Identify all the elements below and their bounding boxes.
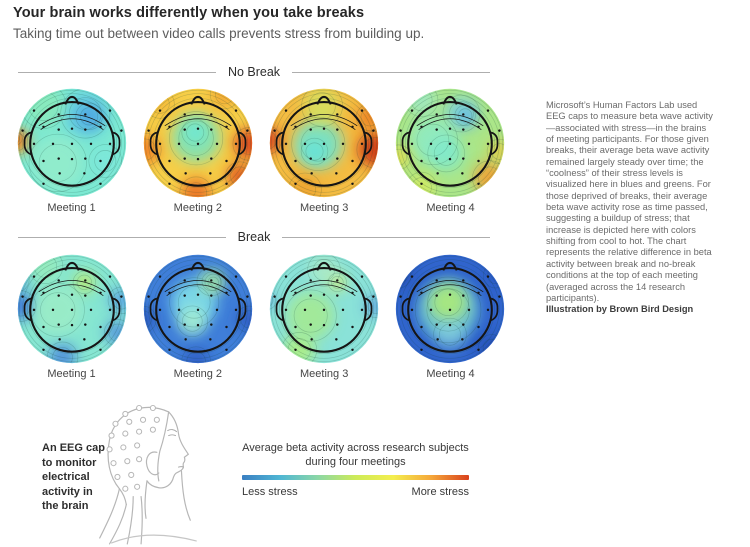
section-label: Break — [237, 230, 271, 244]
eeg-topographic-map — [143, 88, 252, 198]
divider-line — [282, 236, 490, 238]
meeting-cell: Meeting 4 — [391, 85, 510, 214]
eeg-cap-caption: An EEG cap to monitor electrical activit… — [42, 441, 116, 514]
eeg-topographic-map — [143, 254, 252, 364]
sidebar-body-text: Microsoft’s Human Factors Lab used EEG c… — [546, 100, 713, 303]
caption-line: to monitor — [42, 456, 97, 469]
meeting-cell: Meeting 4 — [391, 251, 510, 380]
legend-title-line1: Average beta activity across research su… — [242, 442, 469, 454]
section-label: No Break — [227, 65, 281, 79]
caption-line: the brain — [42, 500, 89, 512]
eeg-topographic-map — [396, 88, 505, 198]
eeg-topographic-map — [270, 254, 379, 364]
legend-min-label: Less stress — [242, 486, 298, 498]
divider-line — [18, 236, 226, 238]
meeting-label: Meeting 4 — [426, 368, 475, 380]
meeting-cell: Meeting 1 — [12, 85, 131, 214]
meeting-label: Meeting 3 — [300, 202, 349, 214]
section-header-no-break: No Break — [18, 64, 491, 80]
meeting-label: Meeting 2 — [173, 368, 222, 380]
break-row: Meeting 1 Meeting 2 — [12, 251, 510, 380]
meeting-label: Meeting 3 — [300, 368, 349, 380]
meeting-cell: Meeting 3 — [265, 251, 384, 380]
eeg-topographic-map — [17, 254, 126, 364]
divider-line — [18, 71, 216, 73]
eeg-topographic-map — [17, 88, 126, 198]
meeting-cell: Meeting 1 — [12, 251, 131, 380]
eeg-topographic-map — [270, 88, 379, 198]
sidebar-description: Microsoft’s Human Factors Lab used EEG c… — [546, 100, 713, 316]
legend-title-line2: during four meetings — [305, 456, 406, 468]
eeg-cap-illustration — [99, 404, 197, 545]
caption-line: An EEG cap — [42, 442, 105, 454]
legend-max-label: More stress — [411, 486, 469, 498]
meeting-label: Meeting 4 — [426, 202, 475, 214]
caption-line: activity in — [42, 485, 93, 498]
color-legend: Average beta activity across research su… — [242, 441, 469, 498]
illustration-credit: Illustration by Brown Bird Design — [546, 304, 694, 315]
eeg-topographic-map — [396, 254, 505, 364]
meeting-label: Meeting 1 — [47, 368, 96, 380]
page-subtitle: Taking time out between video calls prev… — [13, 26, 425, 41]
meeting-cell: Meeting 2 — [138, 251, 257, 380]
meeting-label: Meeting 2 — [173, 202, 222, 214]
page-title: Your brain works differently when you ta… — [13, 5, 365, 21]
caption-line: electrical — [42, 471, 90, 483]
section-header-break: Break — [18, 229, 490, 245]
meeting-cell: Meeting 3 — [265, 85, 384, 214]
meeting-label: Meeting 1 — [47, 202, 96, 214]
stress-gradient-bar — [242, 475, 469, 480]
no-break-row: Meeting 1 Meeting 2 — [12, 85, 510, 214]
meeting-cell: Meeting 2 — [138, 85, 257, 214]
divider-line — [292, 71, 491, 73]
